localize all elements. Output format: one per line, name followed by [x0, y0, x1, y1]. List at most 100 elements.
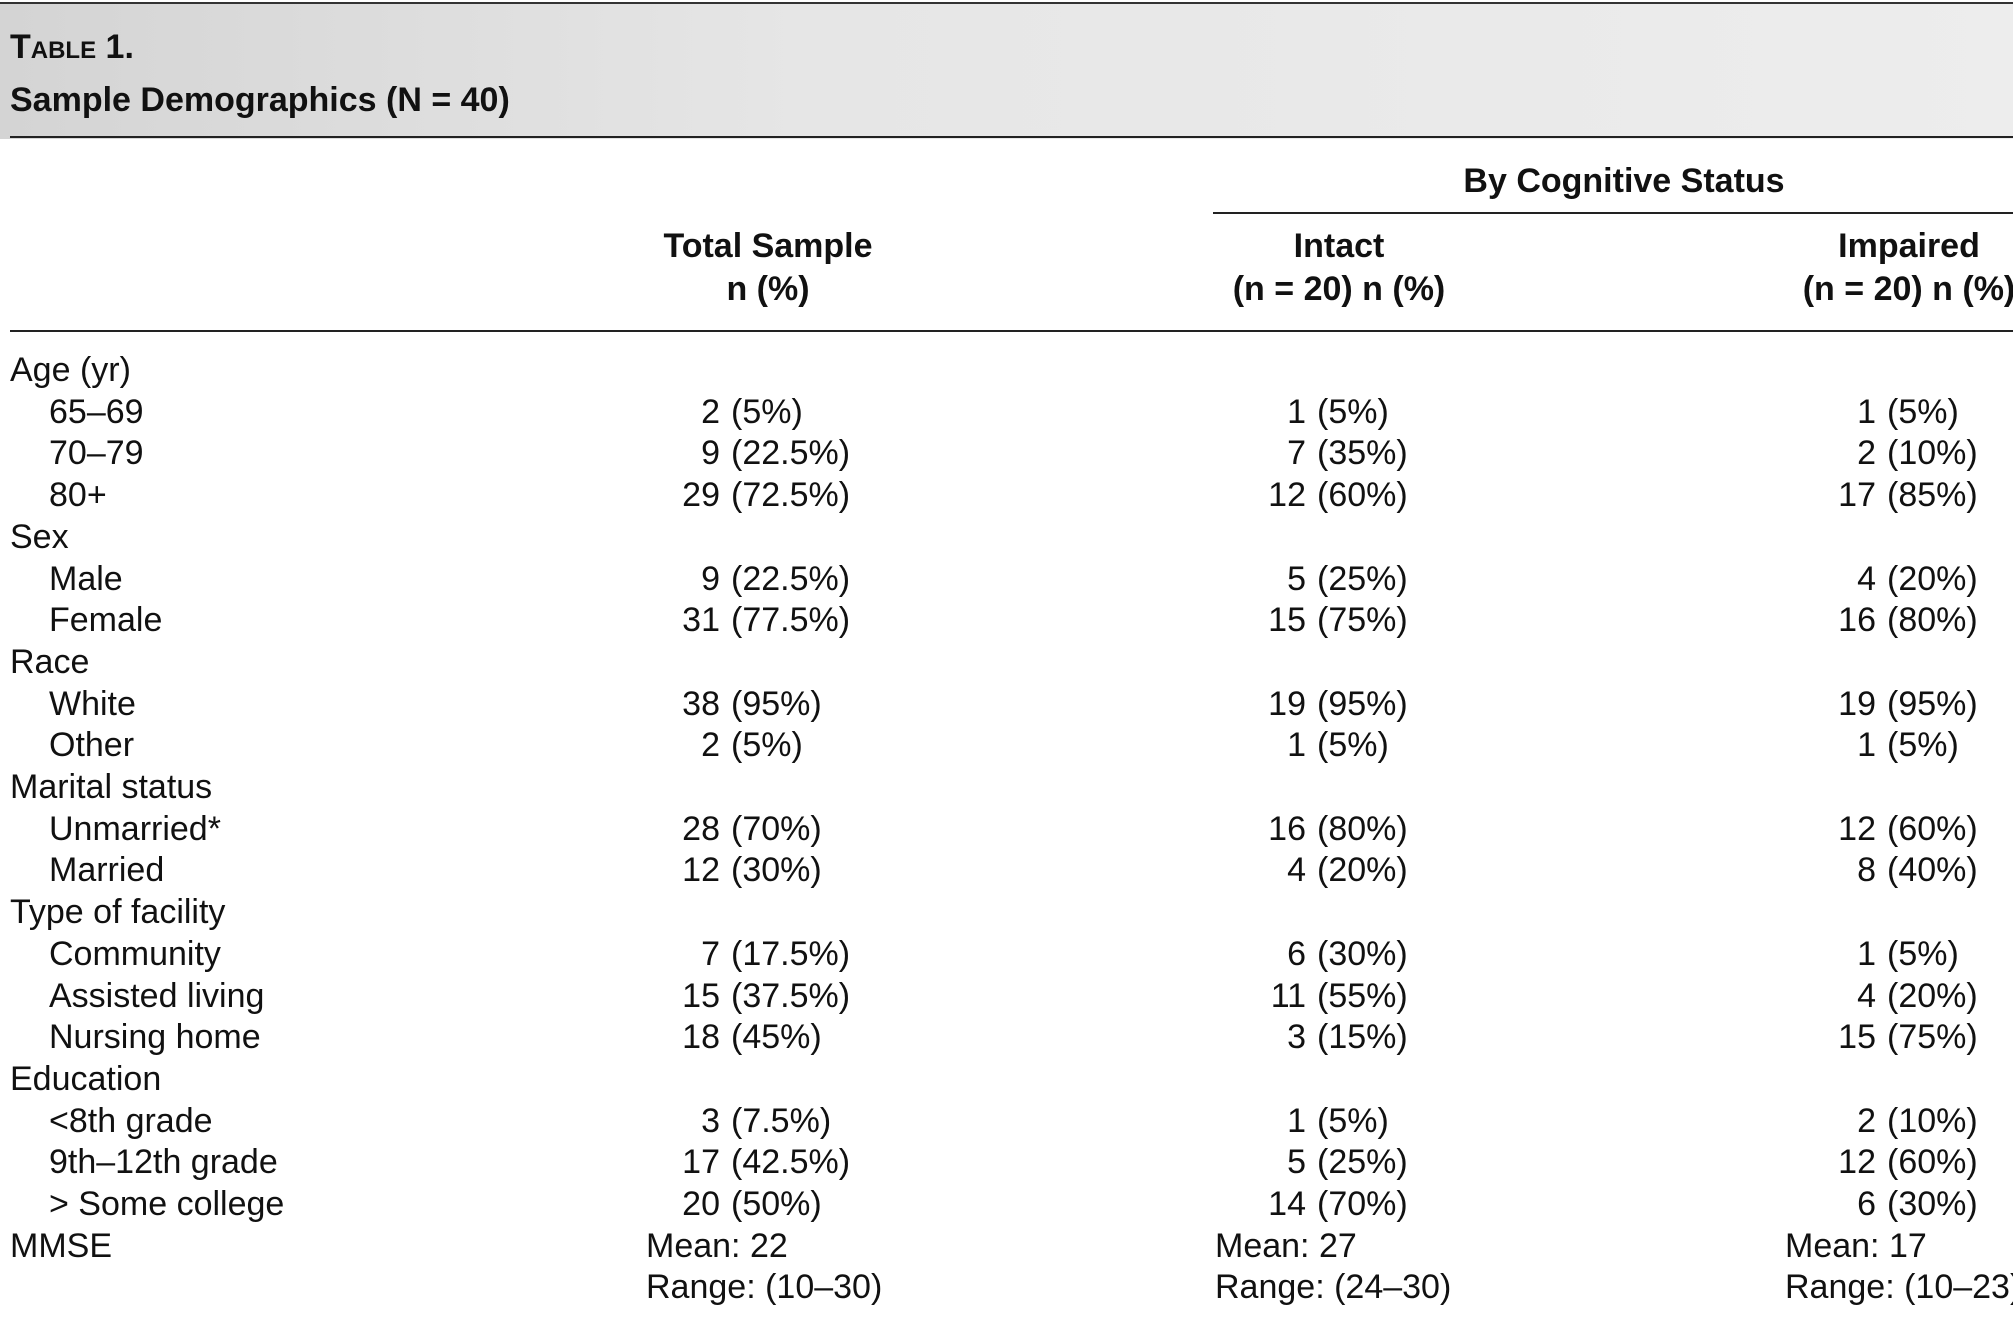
cell-count: 9: [701, 559, 720, 598]
row-label: <8th grade: [49, 1101, 213, 1140]
cell-percent: (5%): [1317, 392, 1389, 431]
section-label: Education: [10, 1059, 162, 1098]
summary-cell: Range: (10–30): [646, 1268, 883, 1307]
row-label: 80+: [49, 476, 107, 515]
column-title: Total Sample: [663, 227, 873, 265]
cell-percent: (25%): [1317, 1143, 1408, 1182]
cell-percent: (75%): [1317, 601, 1408, 640]
cell-count: 17: [1838, 476, 1876, 515]
section-label: Race: [10, 642, 90, 681]
cell-percent: (70%): [731, 809, 822, 848]
cell-percent: (95%): [1317, 684, 1408, 723]
cell-percent: (77.5%): [731, 601, 851, 640]
cell-count: 1: [1287, 1101, 1306, 1140]
row-label: > Some college: [49, 1185, 285, 1223]
row-label: 9th–12th grade: [49, 1143, 278, 1182]
section-label: MMSE: [10, 1226, 112, 1265]
row-label: 70–79: [49, 434, 144, 473]
cell-count: 16: [1268, 809, 1306, 848]
cell-percent: (80%): [1887, 601, 1978, 640]
cell-count: 18: [682, 1018, 720, 1057]
cell-count: 12: [1838, 1143, 1876, 1182]
cell-count: 5: [1287, 559, 1306, 598]
cell-count: 19: [1268, 684, 1306, 723]
cell-percent: (30%): [1317, 934, 1408, 973]
cell-count: 2: [1857, 1101, 1876, 1140]
row-label: Female: [49, 601, 163, 640]
section-label: Type of facility: [10, 893, 226, 932]
group-header: By Cognitive Status: [1463, 162, 1785, 200]
cell-count: 12: [1838, 809, 1876, 848]
header-band: [0, 2, 2013, 139]
row-label: Nursing home: [49, 1018, 261, 1057]
row-label: Assisted living: [49, 976, 265, 1015]
column-subtitle: (n = 20) n (%): [1802, 270, 2013, 308]
cell-percent: (35%): [1317, 434, 1408, 473]
cell-count: 8: [1857, 851, 1876, 890]
cell-percent: (95%): [1887, 684, 1978, 723]
cell-count: 12: [1268, 476, 1306, 515]
cell-percent: (25%): [1317, 559, 1408, 598]
cell-percent: (80%): [1317, 809, 1408, 848]
cell-count: 19: [1838, 684, 1876, 723]
cell-percent: (30%): [1887, 1185, 1978, 1223]
row-label: Unmarried*: [49, 809, 221, 848]
summary-cell: Mean: 17: [1785, 1226, 1927, 1265]
cell-count: 9: [701, 434, 720, 473]
cell-percent: (5%): [1317, 726, 1389, 765]
cell-count: 6: [1287, 934, 1306, 973]
summary-cell: Range: (10–23): [1785, 1268, 2013, 1307]
rule: [10, 330, 2013, 332]
cell-count: 1: [1287, 392, 1306, 431]
section-label: Marital status: [10, 768, 213, 806]
table-title: Sample Demographics (N = 40): [10, 81, 510, 119]
cell-percent: (5%): [731, 392, 803, 431]
cell-percent: (60%): [1887, 809, 1978, 848]
row-label: 65–69: [49, 392, 144, 431]
cell-percent: (45%): [731, 1018, 822, 1057]
cell-percent: (37.5%): [731, 976, 851, 1015]
cell-count: 15: [1838, 1018, 1876, 1057]
summary-cell: Range: (24–30): [1215, 1268, 1452, 1307]
cell-count: 20: [682, 1185, 720, 1223]
cell-percent: (72.5%): [731, 476, 851, 515]
cell-percent: (17.5%): [731, 934, 851, 973]
rule: [10, 136, 2013, 138]
cell-count: 31: [682, 601, 720, 640]
cell-count: 1: [1857, 392, 1876, 431]
cell-percent: (22.5%): [731, 434, 851, 473]
cell-count: 2: [1857, 434, 1876, 473]
cell-count: 15: [1268, 601, 1306, 640]
cell-percent: (85%): [1887, 476, 1978, 515]
cell-count: 2: [701, 392, 720, 431]
cell-percent: (20%): [1317, 851, 1408, 890]
cell-count: 3: [1287, 1018, 1306, 1057]
cell-percent: (42.5%): [731, 1143, 851, 1182]
cell-percent: (50%): [731, 1185, 822, 1223]
cell-percent: (60%): [1317, 476, 1408, 515]
cell-count: 16: [1838, 601, 1876, 640]
summary-cell: Mean: 27: [1215, 1226, 1357, 1265]
column-subtitle: n (%): [726, 270, 810, 308]
cell-count: 15: [682, 976, 720, 1015]
cell-percent: (5%): [1887, 392, 1959, 431]
row-label: Other: [49, 726, 135, 765]
section-label: Age (yr): [10, 351, 131, 389]
cell-percent: (20%): [1887, 976, 1978, 1015]
cell-percent: (40%): [1887, 851, 1978, 890]
cell-count: 4: [1857, 976, 1876, 1015]
cell-count: 29: [682, 476, 720, 515]
column-title: Impaired: [1838, 227, 1980, 265]
cell-percent: (5%): [1317, 1101, 1389, 1140]
cell-count: 4: [1287, 851, 1306, 890]
cell-count: 14: [1268, 1185, 1306, 1223]
cell-count: 1: [1857, 934, 1876, 973]
cell-count: 1: [1287, 726, 1306, 765]
column-subtitle: (n = 20) n (%): [1232, 270, 1446, 308]
cell-count: 4: [1857, 559, 1876, 598]
section-label: Sex: [10, 517, 69, 556]
rule: [1213, 212, 2013, 214]
cell-count: 2: [701, 726, 720, 765]
cell-count: 5: [1287, 1143, 1306, 1182]
row-label: Community: [49, 934, 221, 973]
